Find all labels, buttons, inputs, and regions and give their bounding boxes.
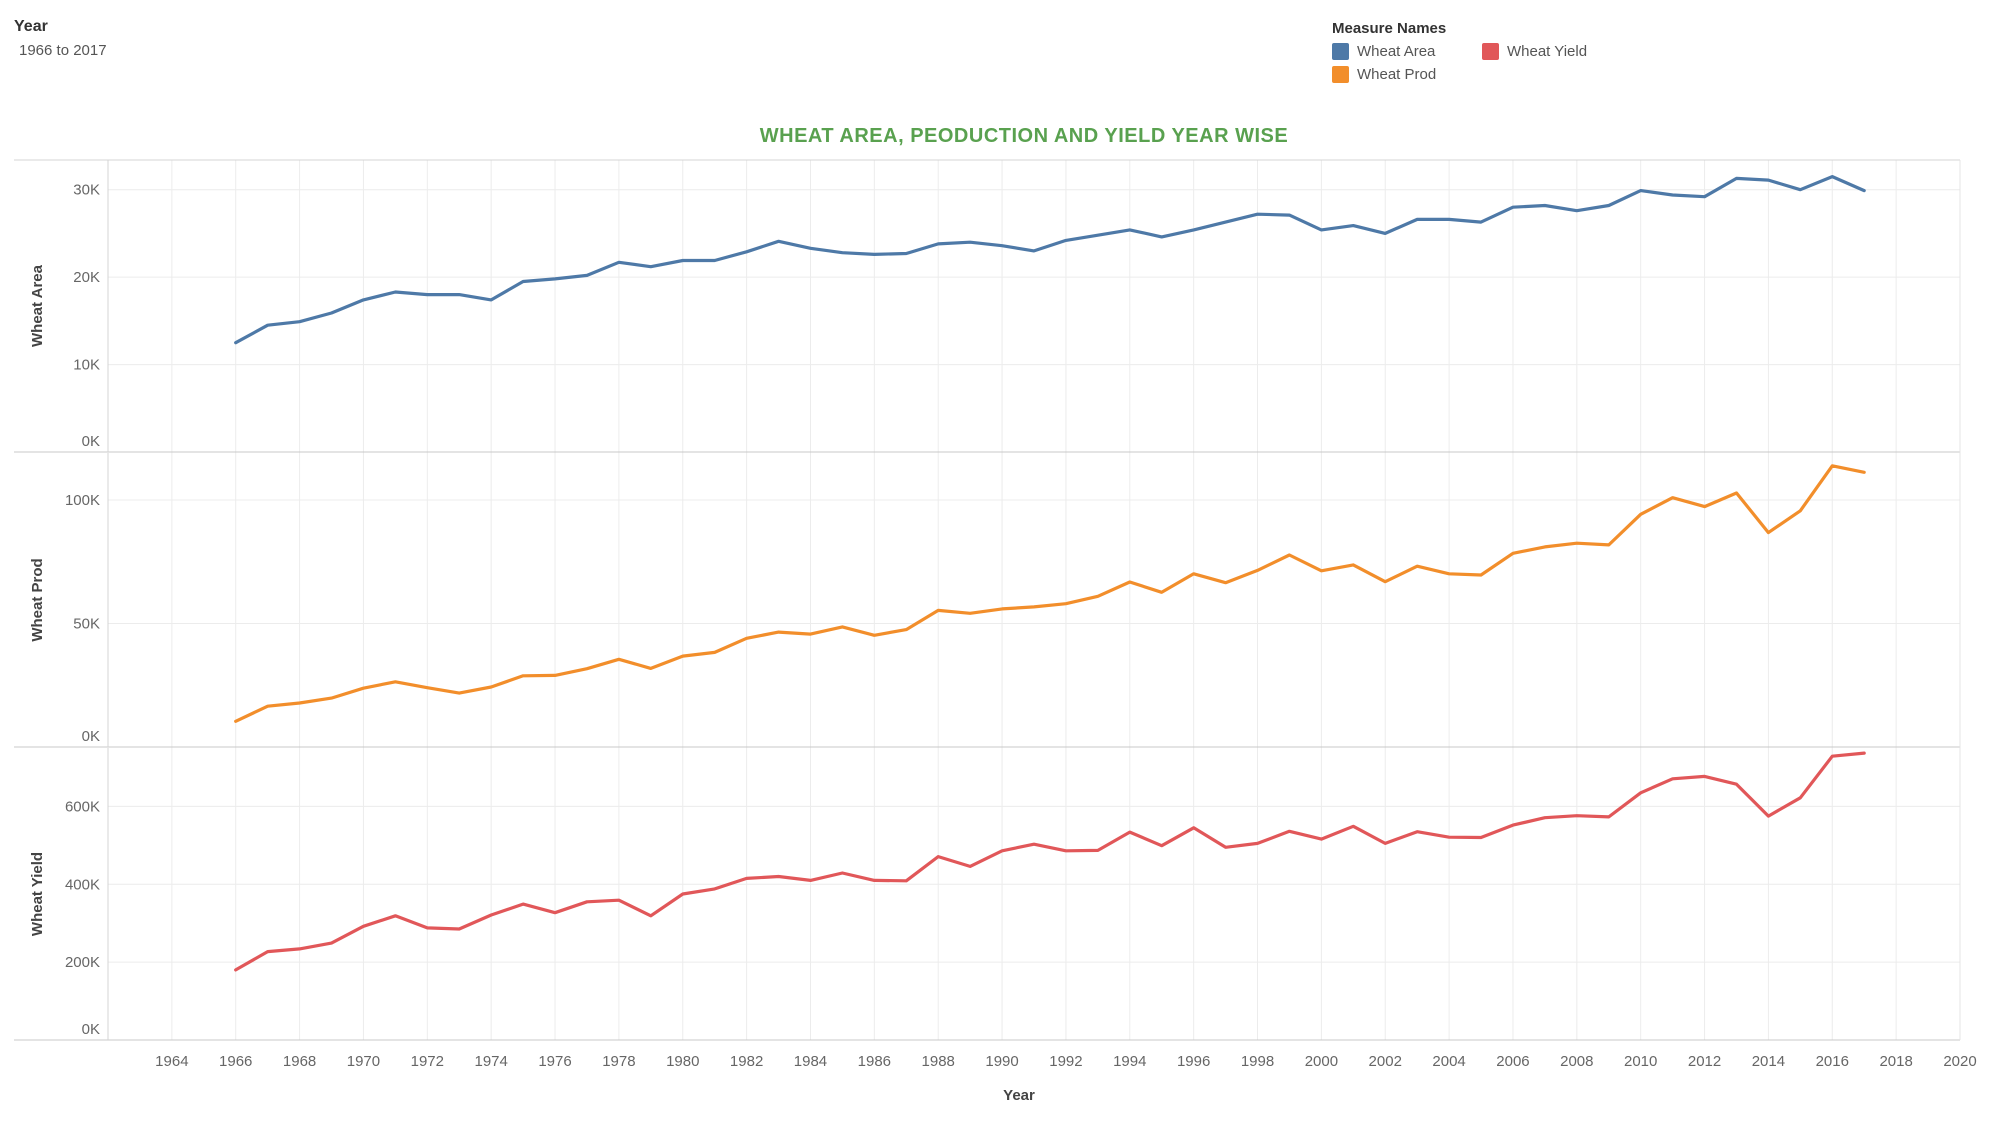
x-tick-label-1976: 1976 [538, 1053, 571, 1070]
x-axis-label: Year [1003, 1087, 1035, 1104]
legend-item-wheat-yield[interactable]: Wheat Yield [1482, 43, 1632, 60]
legend-label-wheat-yield: Wheat Yield [1507, 43, 1588, 60]
wheat-yield-y-tick-label-3: 600K [65, 798, 100, 815]
legend-item-wheat-prod[interactable]: Wheat Prod [1332, 66, 1482, 83]
wheat-area-series-line [234, 175, 1866, 345]
wheat-area-y-tick-label-3: 30K [73, 182, 100, 199]
x-tick-label-1968: 1968 [283, 1053, 316, 1070]
x-tick-label-1970: 1970 [347, 1053, 380, 1070]
wheat-yield-y-axis-label: Wheat Yield [29, 852, 46, 936]
x-tick-label-1984: 1984 [794, 1053, 827, 1070]
x-tick-label-2008: 2008 [1560, 1053, 1593, 1070]
legend-label-wheat-area: Wheat Area [1357, 43, 1436, 60]
year-filter[interactable]: Year 1966 to 2017 [14, 18, 107, 59]
x-tick-label-1998: 1998 [1241, 1053, 1274, 1070]
wheat-prod-y-tick-label-1: 50K [73, 615, 100, 632]
x-tick-label-1980: 1980 [666, 1053, 699, 1070]
wheat-yield-y-tick-label-1: 200K [65, 954, 100, 971]
wheat-area-y-tick-label-0: 0K [82, 433, 100, 450]
chart-title: WHEAT AREA, PEODUCTION AND YIELD YEAR WI… [760, 125, 1288, 147]
x-tick-label-2018: 2018 [1879, 1053, 1912, 1070]
legend: Measure Names Wheat Area Wheat Yield Whe… [1332, 20, 1632, 83]
x-tick-label-1972: 1972 [411, 1053, 444, 1070]
wheat-prod-y-tick-label-0: 0K [82, 728, 100, 745]
x-tick-label-1966: 1966 [219, 1053, 252, 1070]
wheat-yield-y-tick-label-0: 0K [82, 1021, 100, 1038]
x-tick-label-1988: 1988 [922, 1053, 955, 1070]
wheat-prod-y-tick-label-2: 100K [65, 492, 100, 509]
legend-label-wheat-prod: Wheat Prod [1357, 66, 1437, 83]
wheat-yield-series-line [234, 751, 1866, 972]
wheat-area-y-axis-label: Wheat Area [29, 264, 46, 347]
wheat-area-y-tick-label-1: 10K [73, 357, 100, 374]
x-tick-label-1992: 1992 [1049, 1053, 1082, 1070]
wheat-prod-series-line [234, 464, 1866, 723]
year-filter-value: 1966 to 2017 [19, 42, 107, 59]
x-tick-label-1990: 1990 [985, 1053, 1018, 1070]
x-tick-label-2014: 2014 [1752, 1053, 1785, 1070]
x-tick-label-1996: 1996 [1177, 1053, 1210, 1070]
x-tick-label-2002: 2002 [1369, 1053, 1402, 1070]
x-tick-label-1974: 1974 [474, 1053, 507, 1070]
x-tick-label-1994: 1994 [1113, 1053, 1146, 1070]
x-tick-label-2006: 2006 [1496, 1053, 1529, 1070]
x-tick-label-1964: 1964 [155, 1053, 188, 1070]
x-tick-label-1982: 1982 [730, 1053, 763, 1070]
x-tick-label-1978: 1978 [602, 1053, 635, 1070]
x-tick-label-2012: 2012 [1688, 1053, 1721, 1070]
wheat-yield-y-tick-label-2: 400K [65, 876, 100, 893]
legend-title: Measure Names [1332, 20, 1447, 37]
x-tick-label-2004: 2004 [1432, 1053, 1465, 1070]
legend-item-wheat-area[interactable]: Wheat Area [1332, 43, 1482, 60]
wheat-area-y-tick-label-2: 20K [73, 269, 100, 286]
wheat-prod-y-axis-label: Wheat Prod [29, 558, 46, 641]
x-tick-label-2016: 2016 [1816, 1053, 1849, 1070]
year-filter-title: Year [14, 18, 48, 35]
x-tick-label-2000: 2000 [1305, 1053, 1338, 1070]
legend-swatch-wheat-prod [1332, 66, 1349, 83]
x-tick-label-2020: 2020 [1943, 1053, 1976, 1070]
x-tick-label-2010: 2010 [1624, 1053, 1657, 1070]
x-tick-label-1986: 1986 [858, 1053, 891, 1070]
legend-swatch-wheat-yield [1482, 43, 1499, 60]
legend-swatch-wheat-area [1332, 43, 1349, 60]
